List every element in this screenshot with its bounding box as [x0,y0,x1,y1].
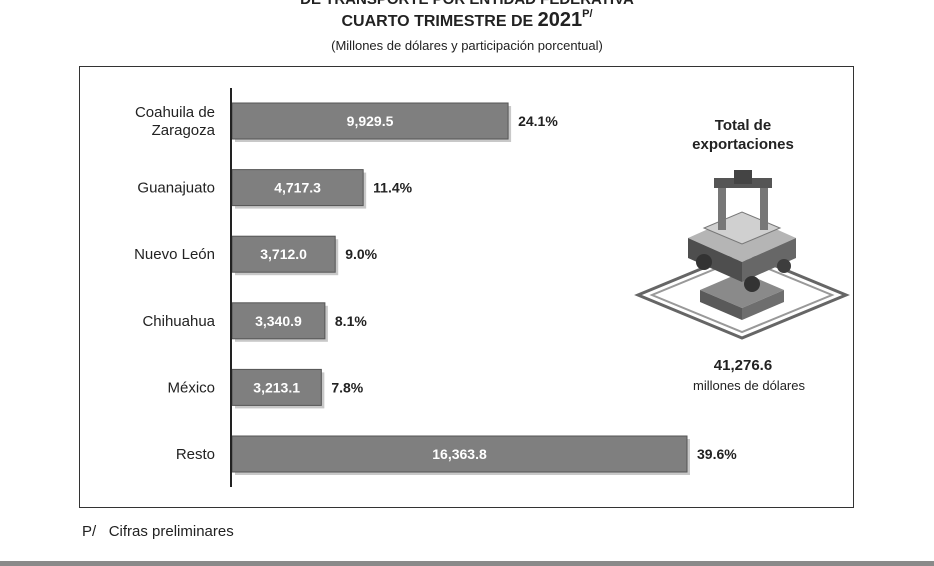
bar-share-label: 9.0% [345,246,377,262]
category-label: Zaragoza [152,122,216,139]
bar [231,235,336,273]
bar-value-label: 3,340.9 [255,313,302,329]
bar-value-label: 9,929.5 [347,113,394,129]
total-title-line1: Total de [715,117,771,134]
bar-value-label: 4,717.3 [274,180,321,196]
bar-value-label: 3,712.0 [260,246,307,262]
bar-share-label: 8.1% [335,313,367,329]
bar [231,169,364,207]
category-label: Guanajuato [137,180,215,197]
bar [231,368,322,406]
chart-subtitle: (Millones de dólares y participación por… [331,38,603,53]
bar-value-label: 16,363.8 [432,446,487,462]
category-label: Resto [176,446,215,463]
bar-value-label: 3,213.1 [253,379,300,395]
category-label: México [167,379,215,396]
bar-share-label: 39.6% [697,446,737,462]
title-year: 2021 [537,9,583,31]
bottom-rule [0,561,934,566]
footnote-text: Cifras preliminares [108,523,234,540]
total-value: 41,276.6 [714,357,772,374]
bar-share-label: 24.1% [518,113,558,129]
title-preliminary-mark: P/ [582,8,593,20]
bar [231,102,509,140]
category-label: Nuevo León [134,246,215,263]
bar [231,435,688,473]
total-exports-icon [634,170,850,340]
chart-title-line1: DE TRANSPORTE POR ENTIDAD FEDERATIVA [0,0,934,8]
chart-title-line2: CUARTO TRIMESTRE DE 2021P/ [0,8,934,32]
footnote: P/ Cifras preliminares [82,523,234,540]
category-label: Coahuila de [135,104,215,121]
total-unit: millones de dólares [693,378,806,393]
footnote-mark: P/ [82,523,97,540]
bar [231,302,326,340]
chart-frame [79,66,854,508]
total-title-line2: exportaciones [692,136,794,153]
bar-share-label: 11.4% [373,180,412,196]
title-quarter: CUARTO TRIMESTRE DE [341,13,538,30]
category-label: Chihuahua [142,313,215,330]
bar-share-label: 7.8% [331,379,363,395]
